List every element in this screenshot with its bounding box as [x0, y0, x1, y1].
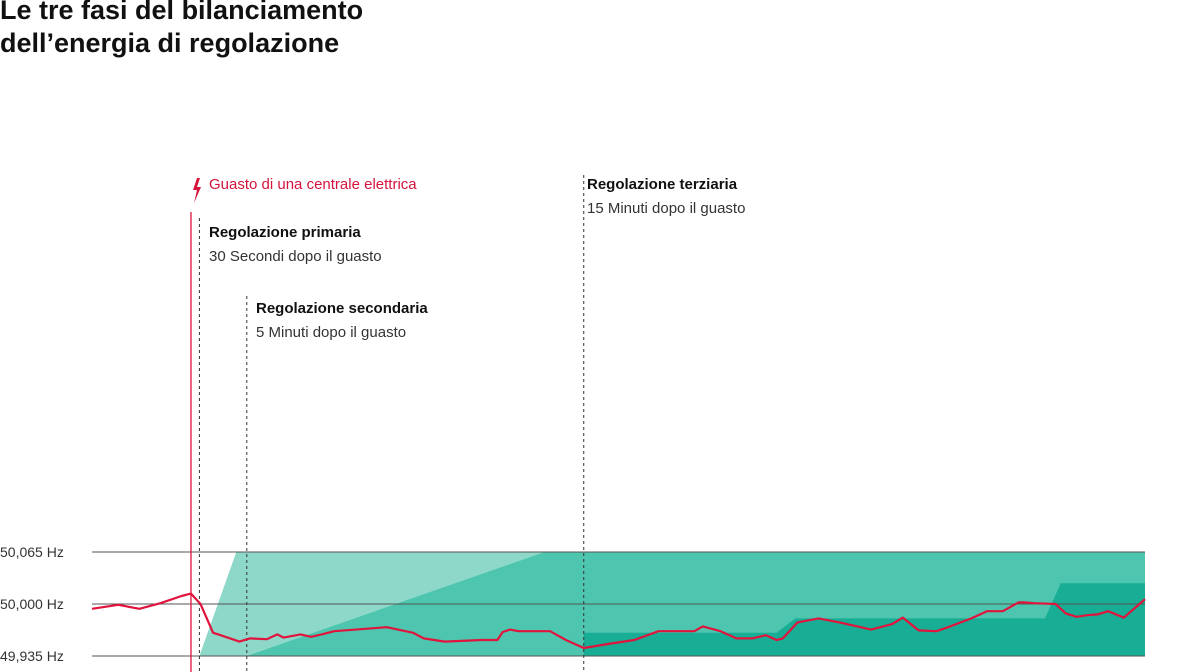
title-line-2: dell’energia di regolazione	[0, 28, 340, 58]
secondary-phase-title: Regolazione secondaria	[256, 300, 428, 317]
tertiary-phase-subtitle: 15 Minuti dopo il guasto	[587, 200, 745, 217]
y-tick-label: 49,935 Hz	[0, 648, 64, 664]
annotations: Guasto di una centrale elettrica Regolazi…	[193, 176, 745, 341]
frequency-series	[91, 592, 1146, 650]
secondary-phase-subtitle: 5 Minuti dopo il guasto	[256, 324, 406, 341]
y-tick-label: 50,000 Hz	[0, 596, 64, 612]
tertiary-regulation-band	[583, 583, 1145, 656]
y-tick-label: 50,065 Hz	[0, 544, 64, 560]
page-title: Le tre fasi del bilanciamento dell’energ…	[0, 0, 363, 60]
phase-markers	[190, 175, 585, 672]
tertiary-phase-title: Regolazione terziaria	[587, 176, 738, 193]
primary-phase-title: Regolazione primaria	[209, 224, 361, 241]
primary-phase-subtitle: 30 Secondi dopo il guasto	[209, 248, 382, 265]
grid-frequency-line	[91, 592, 1146, 650]
y-gridlines: 50,065 Hz 50,000 Hz 49,935 Hz	[0, 544, 1145, 664]
fault-label: Guasto di una centrale elettrica	[209, 176, 417, 193]
lightning-icon	[193, 178, 201, 203]
title-line-1: Le tre fasi del bilanciamento	[0, 0, 364, 25]
